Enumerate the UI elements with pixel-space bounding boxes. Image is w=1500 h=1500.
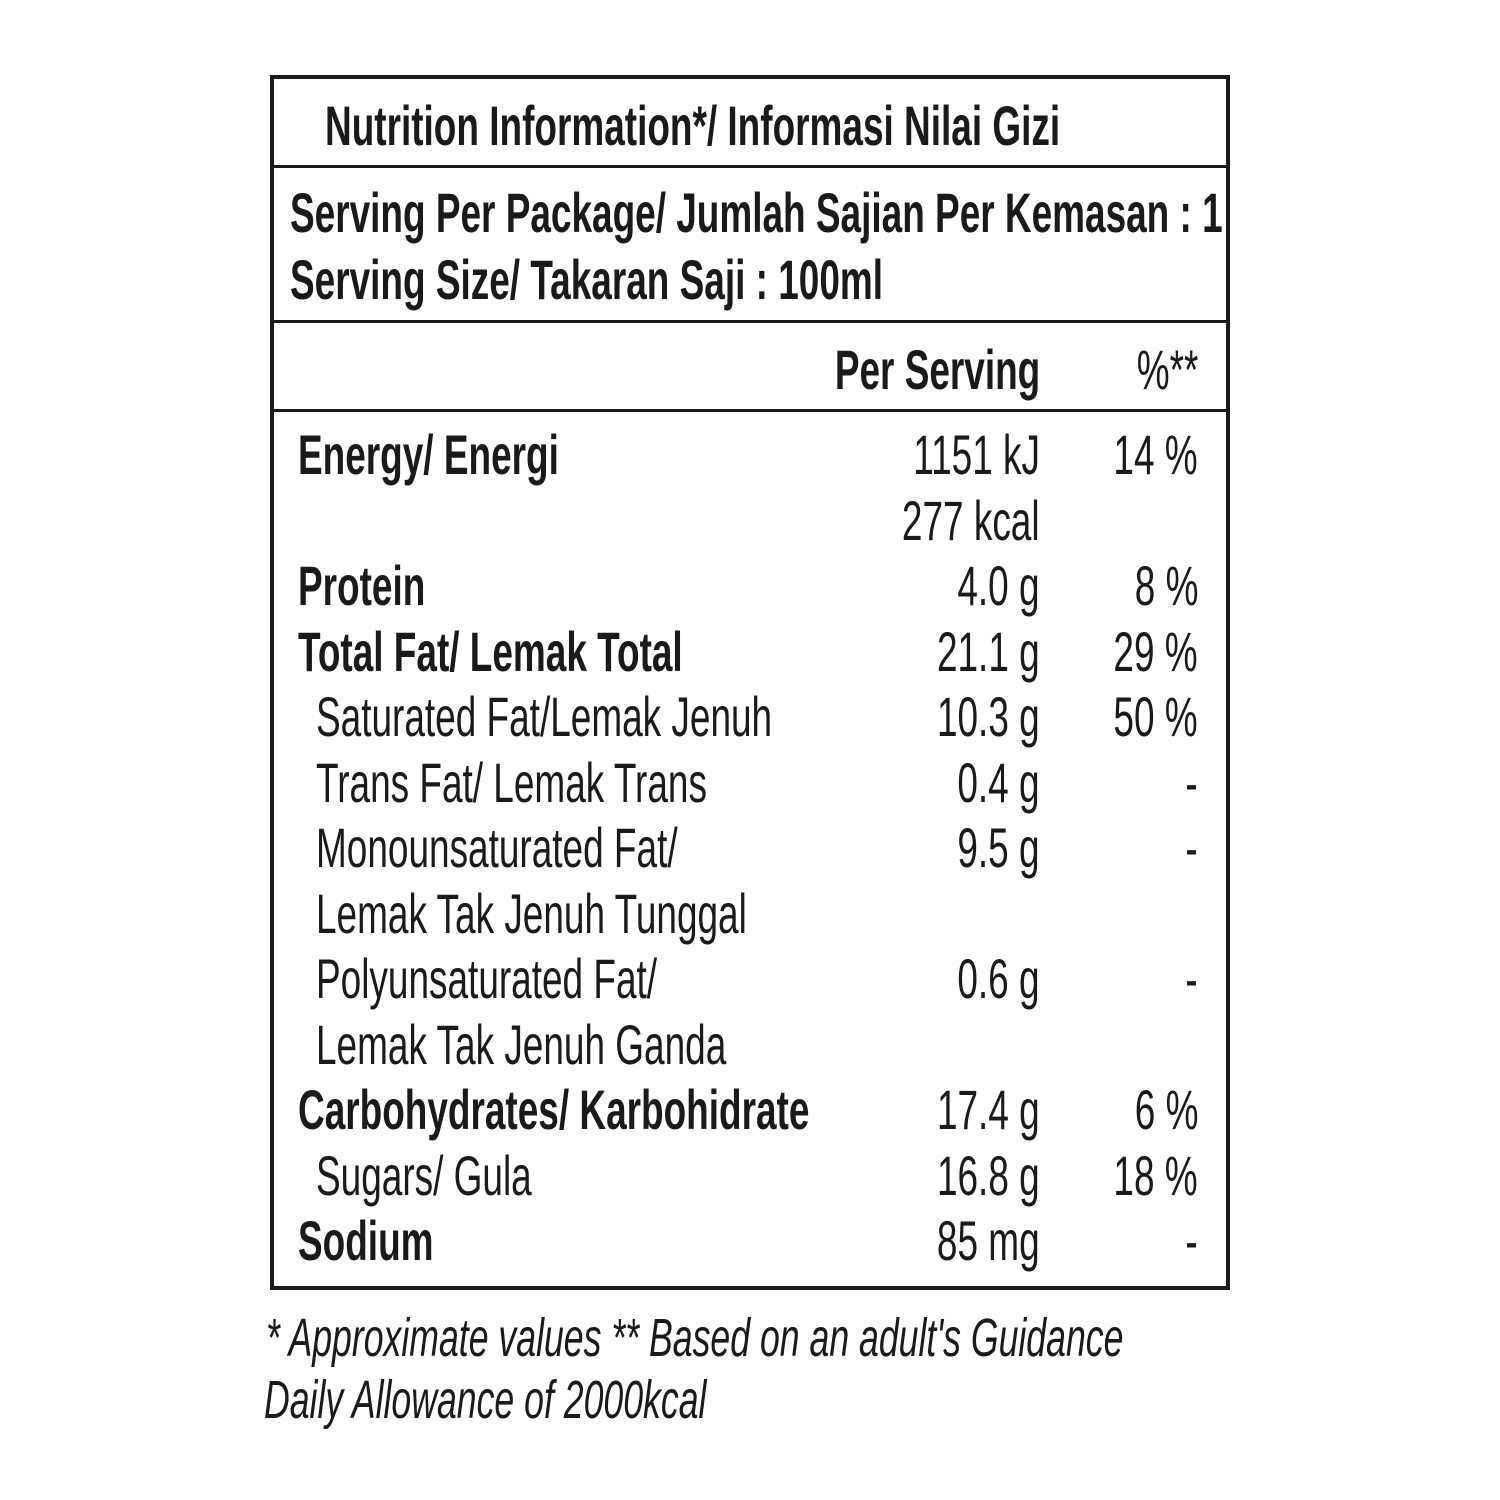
nutrient-label: Lemak Tak Jenuh Tunggal	[316, 881, 747, 945]
nutrient-percent: 8 %	[1134, 554, 1198, 617]
nutrient-percent: -	[1185, 947, 1198, 1010]
nutrient-percent: 29 %	[1113, 619, 1198, 683]
nutrient-percent: 18 %	[1113, 1143, 1198, 1207]
nutrient-value: 0.4 g	[957, 750, 1040, 814]
divider	[274, 409, 1226, 412]
header-per-serving: Per Serving	[834, 338, 1040, 401]
nutrient-value: 4.0 g	[957, 554, 1040, 617]
nutrient-percent: -	[1185, 750, 1198, 814]
nutrient-value: 85 mg	[937, 1209, 1040, 1272]
footnote: * Approximate values ** Based on an adul…	[266, 1308, 1124, 1368]
nutrient-value: 0.6 g	[957, 947, 1040, 1010]
nutrient-value: 1151 kJ	[913, 423, 1040, 486]
nutrient-label: Energy/ Energi	[298, 423, 559, 486]
nutrient-percent: 50 %	[1113, 685, 1198, 748]
nutrition-table	[270, 75, 1230, 1290]
nutrient-label: Lemak Tak Jenuh Ganda	[316, 1012, 727, 1076]
serving-per-package: Serving Per Package/ Jumlah Sajian Per K…	[290, 181, 1223, 244]
serving-size: Serving Size/ Takaran Saji : 100ml	[290, 248, 884, 311]
nutrient-value: 17.4 g	[937, 1078, 1040, 1141]
nutrient-percent: 6 %	[1134, 1078, 1198, 1141]
footnote: Daily Allowance of 2000kcal	[264, 1370, 707, 1430]
nutrient-percent: 14 %	[1113, 423, 1198, 486]
nutrient-value: 277 kcal	[902, 488, 1040, 552]
nutrient-label: Carbohydrates/ Karbohidrate	[298, 1078, 810, 1141]
nutrient-label: Sugars/ Gula	[316, 1143, 532, 1207]
table-title: Nutrition Information*/ Informasi Nilai …	[325, 94, 1061, 157]
divider	[274, 165, 1226, 168]
nutrient-label: Sodium	[298, 1209, 434, 1272]
nutrient-value: 9.5 g	[957, 816, 1040, 879]
nutrient-label: Saturated Fat/Lemak Jenuh	[316, 685, 773, 748]
nutrient-value: 10.3 g	[937, 685, 1040, 748]
divider	[274, 320, 1226, 323]
nutrient-label: Monounsaturated Fat/	[316, 816, 678, 879]
header-percent: %**	[1136, 338, 1198, 401]
nutrient-percent: -	[1185, 816, 1198, 879]
nutrient-value: 16.8 g	[937, 1143, 1040, 1207]
nutrient-label: Protein	[298, 554, 426, 617]
nutrient-percent: -	[1185, 1209, 1198, 1272]
nutrient-value: 21.1 g	[937, 619, 1040, 683]
nutrient-label: Total Fat/ Lemak Total	[298, 619, 683, 683]
nutrient-label: Polyunsaturated Fat/	[316, 947, 658, 1010]
nutrient-label: Trans Fat/ Lemak Trans	[316, 750, 707, 814]
